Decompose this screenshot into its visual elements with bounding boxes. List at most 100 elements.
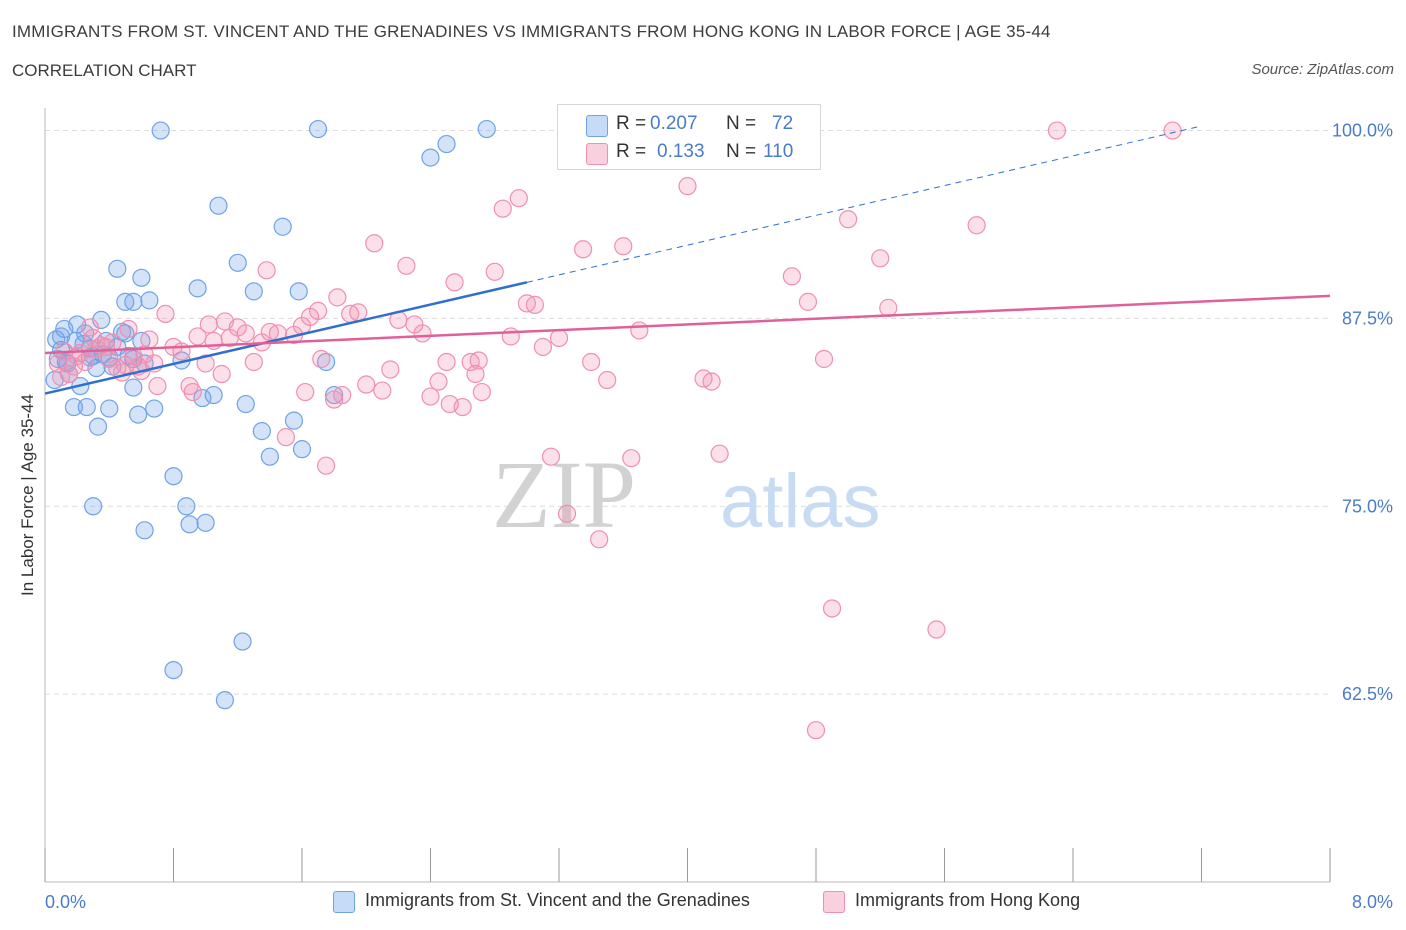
data-point-hong-kong — [257, 261, 276, 280]
data-point-hong-kong — [525, 295, 545, 314]
r-label: R = — [616, 141, 647, 162]
data-point-st-vincent — [188, 279, 207, 298]
data-point-st-vincent — [236, 394, 255, 414]
trend-line-st-vincent-extension — [526, 125, 1202, 283]
data-point-hong-kong — [1163, 121, 1182, 140]
data-point-hong-kong — [702, 372, 721, 391]
data-point-hong-kong — [445, 273, 464, 292]
data-point-st-vincent — [193, 388, 212, 408]
data-point-hong-kong — [798, 292, 818, 311]
data-point-hong-kong — [557, 504, 577, 523]
data-point-st-vincent — [124, 292, 143, 311]
data-point-hong-kong — [373, 381, 392, 400]
data-point-hong-kong — [357, 375, 376, 394]
data-point-hong-kong — [573, 240, 593, 259]
data-point-hong-kong — [76, 352, 95, 372]
data-point-st-vincent — [88, 417, 108, 436]
data-point-hong-kong — [381, 360, 400, 379]
data-point-st-vincent — [233, 632, 252, 651]
data-point-hong-kong — [630, 321, 649, 340]
data-point-hong-kong — [119, 319, 138, 339]
watermark-zip: ZIP — [492, 441, 636, 548]
zipatlas-watermark: ZIP atlas — [492, 441, 881, 548]
data-point-st-vincent — [477, 119, 496, 139]
data-point-st-vincent — [437, 134, 456, 154]
data-point-hong-kong — [967, 216, 986, 235]
data-point-st-vincent — [260, 447, 279, 466]
stats-swatch-pink — [586, 143, 608, 165]
data-point-hong-kong — [183, 382, 202, 402]
data-point-st-vincent — [204, 385, 223, 405]
data-point-hong-kong — [276, 428, 296, 447]
data-point-hong-kong — [541, 447, 561, 466]
x-tick-label: 8.0% — [1352, 892, 1393, 912]
n-value: 72 — [772, 113, 794, 134]
data-point-st-vincent — [244, 282, 263, 301]
x-tick-label: 0.0% — [45, 892, 86, 912]
data-point-hong-kong — [156, 304, 175, 323]
data-point-st-vincent — [140, 291, 159, 310]
data-point-hong-kong — [212, 364, 231, 384]
correlation-stats-box: R = 0.207 N = 72 R = 0.133 N = 110 — [557, 104, 821, 170]
data-point-st-vincent — [66, 331, 85, 351]
data-point-hong-kong — [244, 352, 263, 372]
data-point-st-vincent — [145, 399, 164, 418]
data-point-hong-kong — [582, 352, 601, 372]
data-point-hong-kong — [469, 351, 488, 370]
r-value: 0.207 — [650, 113, 698, 134]
axes — [44, 108, 1331, 883]
y-tick-label: 62.5% — [1342, 684, 1393, 704]
trend-lines — [44, 125, 1331, 395]
data-point-hong-kong — [472, 382, 491, 402]
n-label: N = — [726, 113, 757, 134]
legend-label: Immigrants from St. Vincent and the Gren… — [365, 890, 750, 910]
data-point-hong-kong — [413, 324, 432, 343]
trend-line-st-vincent — [44, 281, 528, 395]
data-point-hong-kong — [839, 210, 858, 229]
data-point-hong-kong — [328, 288, 347, 307]
chart-title: IMMIGRANTS FROM ST. VINCENT AND THE GREN… — [12, 22, 1051, 41]
data-point-hong-kong — [806, 721, 826, 740]
data-point-hong-kong — [80, 318, 100, 337]
data-point-st-vincent — [164, 660, 183, 680]
data-point-hong-kong — [236, 324, 255, 343]
data-point-st-vincent — [289, 282, 308, 301]
data-point-hong-kong — [598, 370, 617, 390]
data-point-hong-kong — [533, 337, 553, 357]
data-point-hong-kong — [622, 449, 641, 468]
data-point-hong-kong — [871, 249, 890, 268]
data-point-hong-kong — [590, 530, 609, 549]
data-point-hong-kong — [421, 387, 440, 406]
data-point-st-vincent — [215, 691, 234, 710]
data-point-st-vincent — [308, 119, 328, 139]
data-point-hong-kong — [349, 303, 368, 322]
data-point-hong-kong — [710, 444, 729, 463]
data-point-st-vincent — [64, 397, 84, 417]
n-value: 110 — [763, 141, 794, 162]
data-point-hong-kong — [437, 352, 456, 372]
tick-labels: 62.5% 75.0% 87.5% 100.0% 0.0% 8.0% — [45, 121, 1393, 912]
data-point-hong-kong — [148, 376, 167, 396]
data-point-hong-kong — [1047, 121, 1067, 140]
data-point-st-vincent — [292, 440, 312, 459]
y-tick-label: 100.0% — [1332, 121, 1393, 141]
data-points — [45, 119, 1182, 740]
y-tick-label: 75.0% — [1342, 496, 1393, 516]
data-point-hong-kong — [493, 199, 512, 218]
data-point-hong-kong — [96, 337, 116, 357]
source-credit: Source: ZipAtlas.com — [1251, 61, 1394, 78]
data-point-st-vincent — [108, 259, 127, 278]
data-point-st-vincent — [135, 521, 154, 540]
data-point-hong-kong — [71, 343, 90, 363]
data-point-hong-kong — [501, 327, 520, 346]
data-point-st-vincent — [177, 497, 196, 516]
data-point-hong-kong — [549, 328, 569, 348]
data-point-hong-kong — [453, 397, 472, 417]
data-point-hong-kong — [509, 189, 528, 208]
data-point-hong-kong — [316, 456, 336, 475]
legend-label: Immigrants from Hong Kong — [855, 890, 1081, 910]
data-point-hong-kong — [196, 354, 215, 373]
data-point-st-vincent — [124, 378, 143, 397]
data-point-hong-kong — [466, 364, 485, 384]
data-point-hong-kong — [199, 315, 218, 334]
